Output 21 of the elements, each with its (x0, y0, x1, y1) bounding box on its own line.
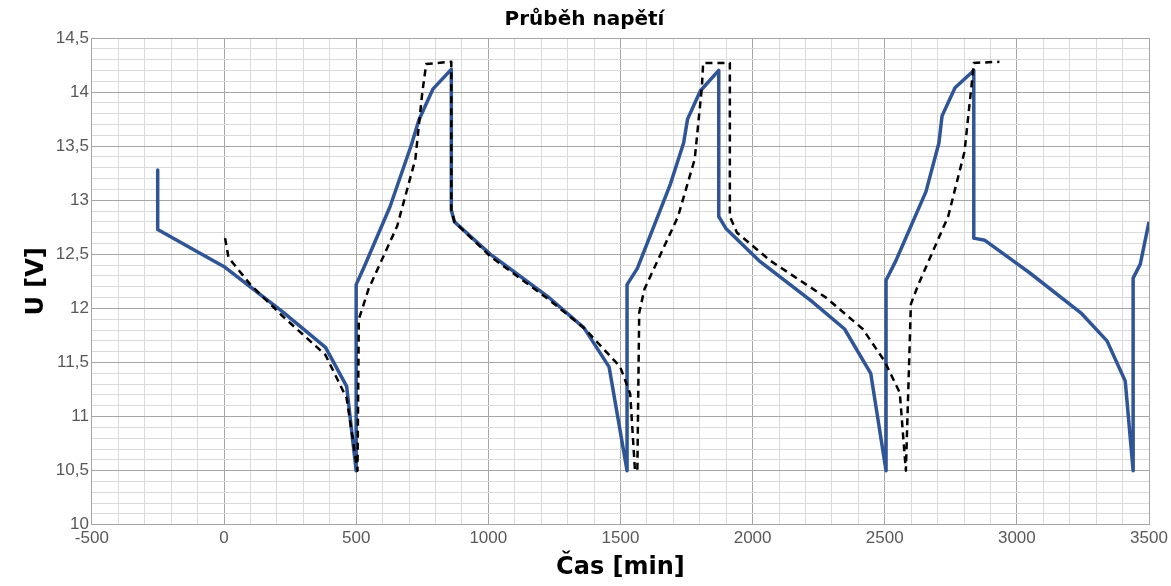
chart-title: Průběh napětí (504, 6, 666, 31)
y-tick-label: 14 (69, 81, 89, 101)
x-tick-label: 3500 (1130, 527, 1168, 547)
x-tick-label: 1500 (601, 527, 640, 547)
x-tick-label: 2000 (733, 527, 772, 547)
x-axis-title: Čas [min] (556, 549, 685, 580)
x-tick-label: 1000 (469, 527, 508, 547)
y-tick-label: 14,5 (55, 27, 89, 47)
y-axis-title: U [V] (20, 247, 49, 316)
x-tick-label: 3000 (997, 527, 1036, 547)
x-tick-label: 0 (219, 527, 229, 547)
y-tick-label: 13 (69, 189, 89, 209)
x-tick-label: 2500 (865, 527, 904, 547)
x-tick-label: 500 (341, 527, 371, 547)
y-tick-label: 11 (71, 406, 89, 426)
y-tick-label: 11,5 (57, 352, 89, 372)
y-tick-label: 12,5 (55, 244, 89, 264)
y-tick-label: 10,5 (55, 460, 89, 480)
y-tick-label: 12 (69, 298, 89, 318)
line-series (223, 60, 1001, 472)
y-tick-label: 13,5 (55, 135, 89, 155)
